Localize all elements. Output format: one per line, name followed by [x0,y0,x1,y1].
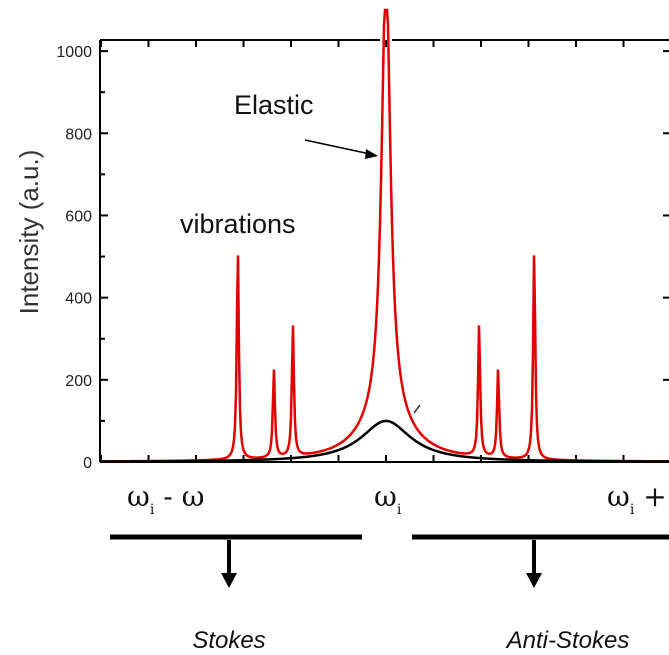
y-ticks: 0 200 400 600 800 1000 [56,44,669,472]
stokes-label: Stokes [192,627,265,654]
x-ticks [100,39,669,462]
series-group [100,8,669,463]
anti-stokes-arrowhead [526,573,542,588]
elastic-annotation: Elastic [234,90,314,120]
elastic-arrowhead [365,149,378,159]
y-tick-label: 1000 [56,44,92,61]
x-category-label: ωi - ω [127,480,204,518]
x-category-label: ωi [374,480,402,518]
y-tick-label: 0 [83,455,92,472]
x-category-label: ωi + ω [607,480,669,518]
anti-stokes-label: Anti-Stokes [505,627,630,654]
stokes-arrowhead [221,573,237,588]
y-tick-label: 800 [65,126,92,143]
x-category-labels: ωi - ω ωi ωi + ω [127,480,669,518]
elastic-arrow [304,139,371,155]
vibrations-annotation: vibrations [180,209,296,239]
y-axis-label: Intensity (a.u.) [14,150,44,315]
baseline-line-black [100,419,669,463]
y-tick-label: 400 [65,291,92,308]
y-tick-label: 200 [65,373,92,390]
tick-mark-annotation [413,404,421,414]
y-tick-label: 600 [65,208,92,225]
